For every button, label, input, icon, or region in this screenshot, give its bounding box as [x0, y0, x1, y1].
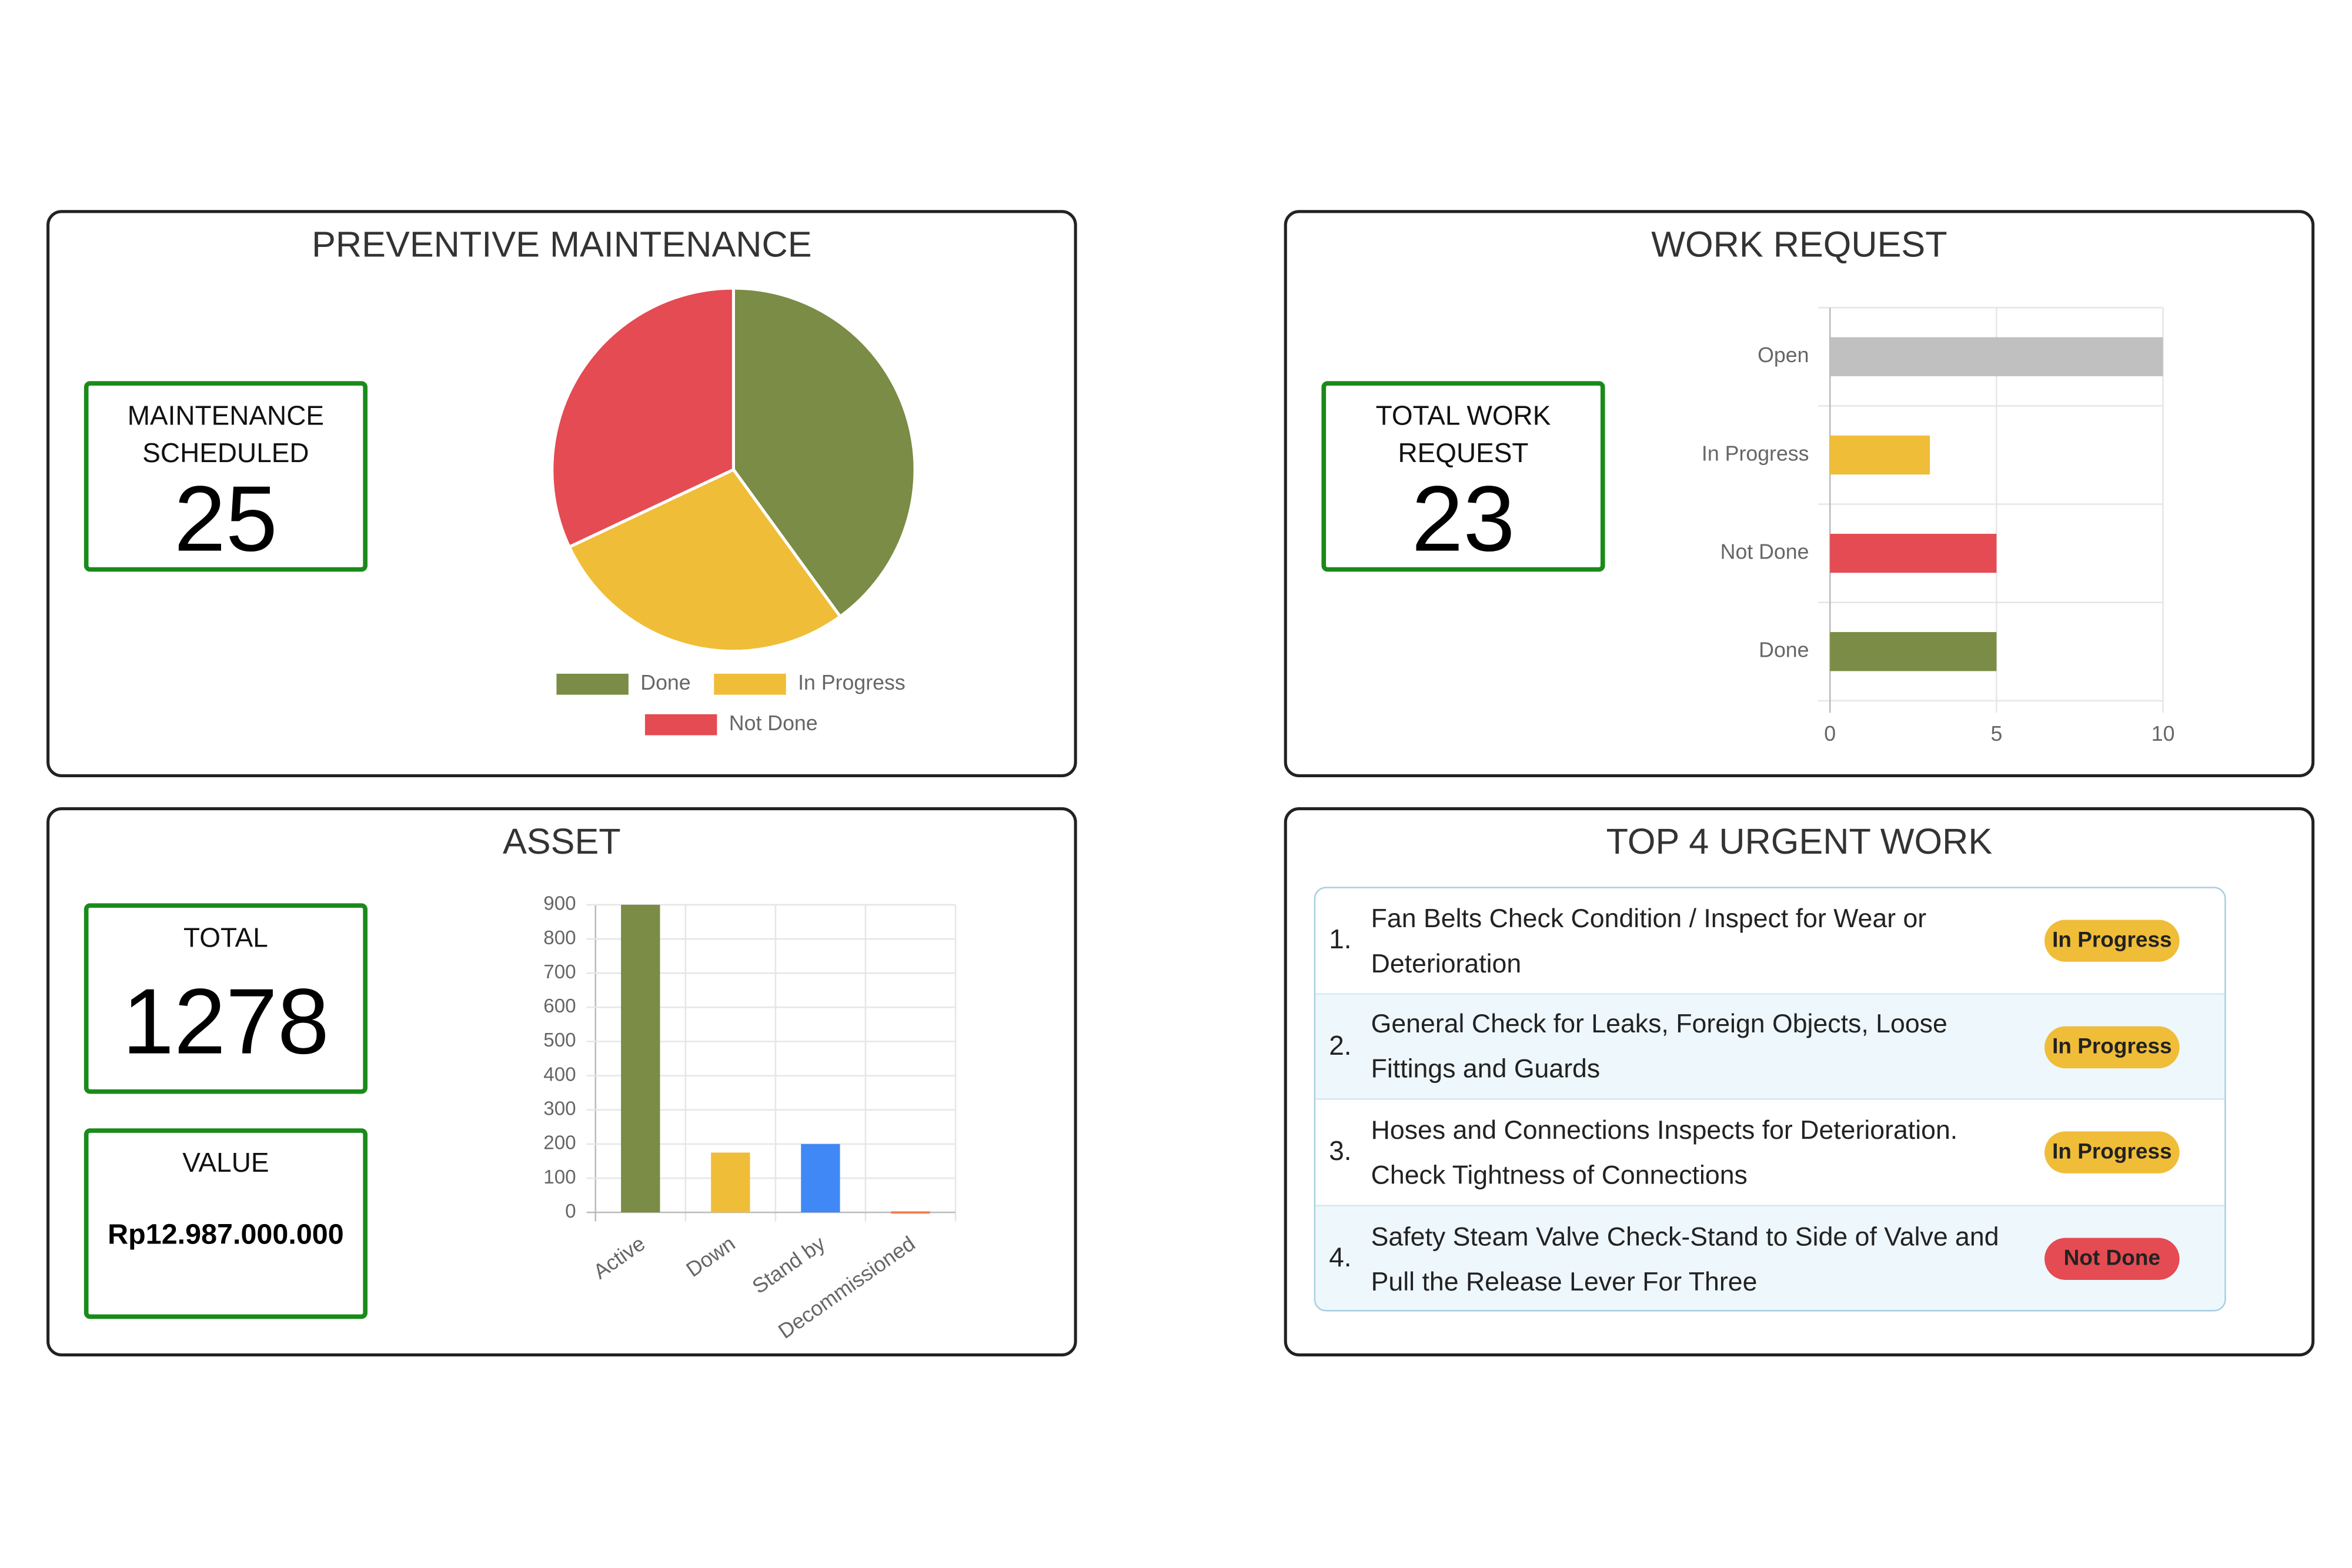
status-badge: In Progress	[2044, 920, 2180, 962]
y-tick-label: Open	[1758, 343, 1809, 367]
x-tick-label: 5	[1990, 722, 2002, 745]
status-badge: Not Done	[2044, 1237, 2180, 1279]
bar	[621, 904, 660, 1213]
bar	[1830, 337, 2163, 376]
y-tick-label: In Progress	[1702, 442, 1809, 465]
kpi-card: MAINTENANCE SCHEDULED 25	[83, 381, 368, 572]
y-tick-label: 500	[543, 1029, 576, 1051]
panel-title: TOP 4 URGENT WORK	[1606, 822, 1993, 863]
kpi-value: Rp12.987.000.000	[108, 1219, 344, 1252]
pie-slice	[550, 286, 735, 549]
y-tick-label: 800	[543, 927, 576, 949]
x-tick-label: 0	[1824, 722, 1836, 745]
kpi-value: 25	[173, 468, 278, 572]
y-tick-label: 300	[543, 1098, 576, 1120]
row-task: Safety Steam Valve Check-Stand to Side o…	[1371, 1221, 1999, 1296]
bar	[891, 1211, 930, 1214]
kpi-value: 23	[1411, 468, 1515, 572]
panel-title: WORK REQUEST	[1651, 225, 1947, 266]
pie-slice	[731, 286, 917, 619]
kpi-label: MAINTENANCE SCHEDULED	[127, 400, 325, 469]
legend-swatch	[644, 714, 717, 735]
kpi-value: 1278	[122, 971, 329, 1075]
row-task: Fan Belts Check Condition / Inspect for …	[1371, 902, 1927, 978]
row-number: 4.	[1329, 1242, 1352, 1273]
kpi-label: VALUE	[182, 1148, 269, 1178]
x-tick-label: Down	[682, 1232, 740, 1282]
x-tick-label: 10	[2151, 722, 2175, 745]
legend-swatch	[714, 673, 786, 695]
panel: WORK REQUEST	[1284, 210, 2315, 778]
x-tick-label: Stand by	[748, 1232, 830, 1299]
row-task: General Check for Leaks, Foreign Objects…	[1371, 1008, 1947, 1084]
kpi-card: VALUE Rp12.987.000.000	[83, 1128, 368, 1319]
row-number: 2.	[1329, 1030, 1352, 1061]
bar	[711, 1152, 750, 1213]
kpi-label: TOTAL	[183, 922, 268, 953]
legend-label: Not Done	[729, 711, 818, 735]
y-tick-label: 900	[543, 893, 576, 915]
y-tick-label: 0	[565, 1201, 576, 1222]
bar	[1830, 533, 1997, 573]
y-tick-label: 600	[543, 995, 576, 1017]
kpi-card: TOTAL WORK REQUEST 23	[1321, 381, 1605, 572]
row-number: 3.	[1329, 1136, 1352, 1166]
y-tick-label: 100	[543, 1166, 576, 1188]
urgent-work-list: 1. Fan Belts Check Condition / Inspect fo…	[1314, 887, 2226, 1312]
panel: ASSET	[46, 807, 1077, 1357]
legend-label: In Progress	[798, 671, 906, 694]
list-row: 4. Safety Steam Valve Check-Stand to Side…	[1315, 1205, 2225, 1310]
list-row: 3. Hoses and Connections Inspects for Det…	[1315, 1100, 2225, 1206]
legend-label: Done	[640, 671, 690, 694]
bar	[801, 1144, 840, 1213]
status-badge: In Progress	[2044, 1025, 2180, 1068]
panel-title: PREVENTIVE MAINTENANCE	[312, 225, 812, 266]
y-tick-label: 400	[543, 1064, 576, 1085]
y-tick-label: Done	[1759, 638, 1809, 662]
x-tick-label: Active	[589, 1232, 650, 1284]
bar	[1830, 435, 1930, 475]
list-row: 1. Fan Belts Check Condition / Inspect fo…	[1315, 888, 2225, 994]
status-badge: In Progress	[2044, 1131, 2180, 1174]
kpi-card: TOTAL 1278	[83, 903, 368, 1094]
y-tick-label: 200	[543, 1132, 576, 1154]
y-tick-label: Not Done	[1720, 540, 1809, 564]
pie-slice	[567, 467, 843, 653]
kpi-label: TOTAL WORK REQUEST	[1375, 400, 1551, 469]
y-tick-label: 700	[543, 961, 576, 983]
row-number: 1.	[1329, 924, 1352, 955]
panel-title: ASSET	[502, 822, 621, 863]
legend-swatch	[556, 673, 629, 695]
list-row: 2. General Check for Leaks, Foreign Objec…	[1315, 994, 2225, 1100]
row-task: Hoses and Connections Inspects for Deter…	[1371, 1114, 1958, 1190]
bar	[1830, 632, 1997, 671]
